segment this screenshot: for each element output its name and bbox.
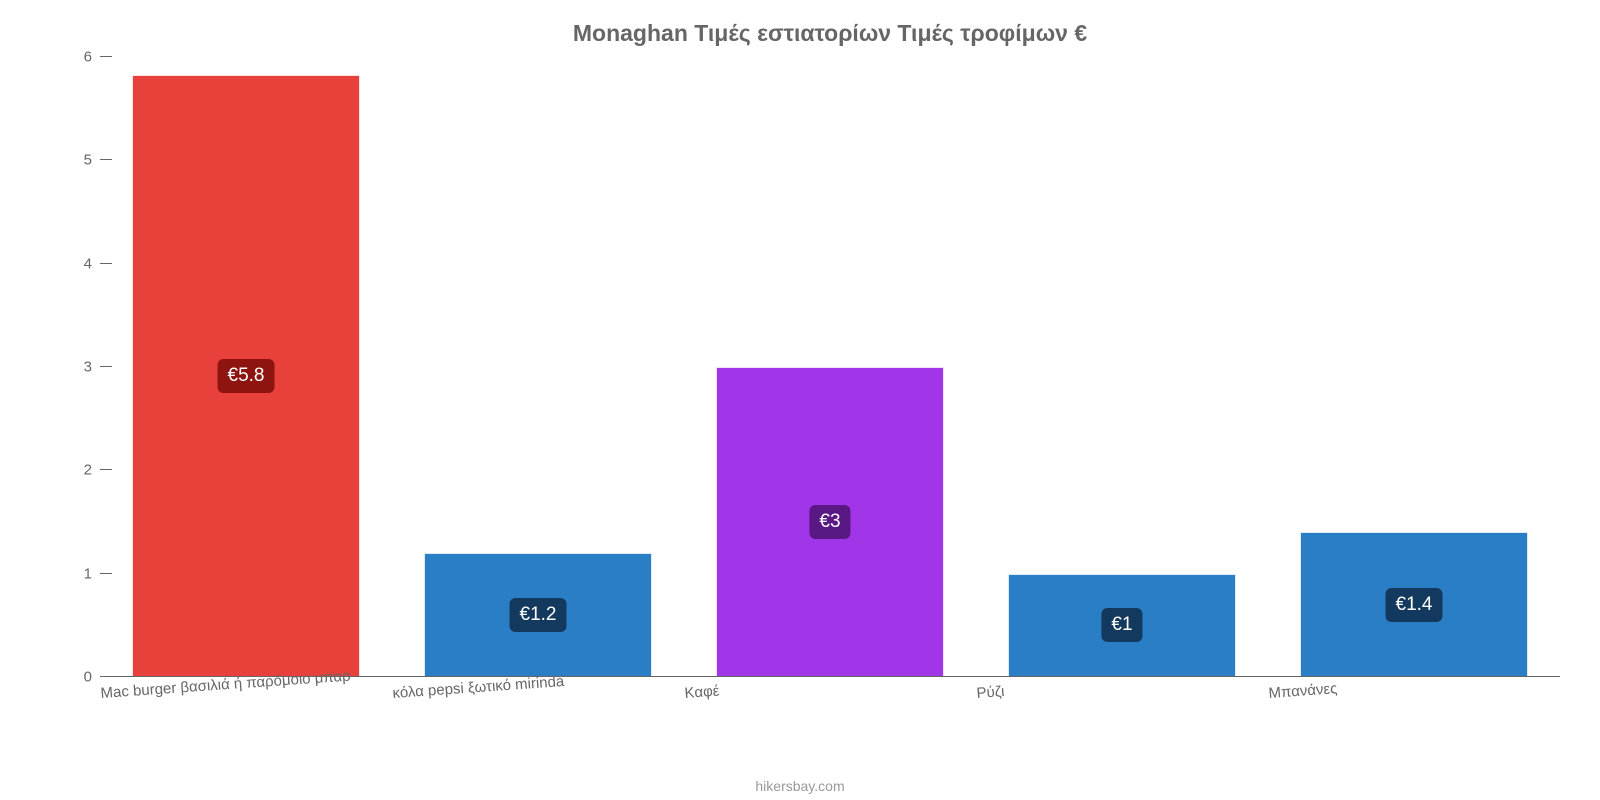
- y-tick-label: 5: [84, 152, 100, 169]
- x-axis-label: κόλα pepsi ξωτικό mirinda: [392, 673, 565, 702]
- bar-slot: €3: [684, 57, 976, 677]
- chart-container: Monaghan Τιμές εστιατορίων Τιμές τροφίμω…: [0, 0, 1600, 800]
- bar: €1.2: [424, 553, 652, 677]
- value-badge: €1: [1101, 608, 1142, 642]
- bar: €1: [1008, 574, 1236, 677]
- chart-title: Monaghan Τιμές εστιατορίων Τιμές τροφίμω…: [100, 20, 1560, 47]
- y-tick-label: 0: [84, 669, 100, 686]
- bar-slot: €1: [976, 57, 1268, 677]
- bar: €1.4: [1300, 532, 1528, 677]
- x-axis-label: Ρύζι: [976, 683, 1005, 702]
- bar: €3: [716, 367, 944, 677]
- value-badge: €1.4: [1386, 588, 1443, 622]
- y-tick-label: 6: [84, 49, 100, 66]
- plot-area: 0123456 €5.8€1.2€3€1€1.4: [100, 57, 1560, 677]
- value-badge: €1.2: [510, 598, 567, 632]
- value-badge: €3: [809, 505, 850, 539]
- bars-group: €5.8 €1.2 €3 €1 €1.4: [100, 57, 1560, 677]
- bar-slot: €5.8: [100, 57, 392, 677]
- bar-slot: €1.2: [392, 57, 684, 677]
- chart-source: hikersbay.com: [755, 778, 844, 794]
- value-badge: €5.8: [218, 359, 275, 393]
- y-tick-label: 1: [84, 565, 100, 582]
- y-tick-label: 4: [84, 255, 100, 272]
- y-tick-label: 2: [84, 462, 100, 479]
- bar-slot: €1.4: [1268, 57, 1560, 677]
- y-tick-label: 3: [84, 359, 100, 376]
- x-axis-label: Μπανάνες: [1268, 680, 1338, 702]
- x-axis-label: Καφέ: [684, 683, 720, 702]
- bar: €5.8: [132, 75, 360, 677]
